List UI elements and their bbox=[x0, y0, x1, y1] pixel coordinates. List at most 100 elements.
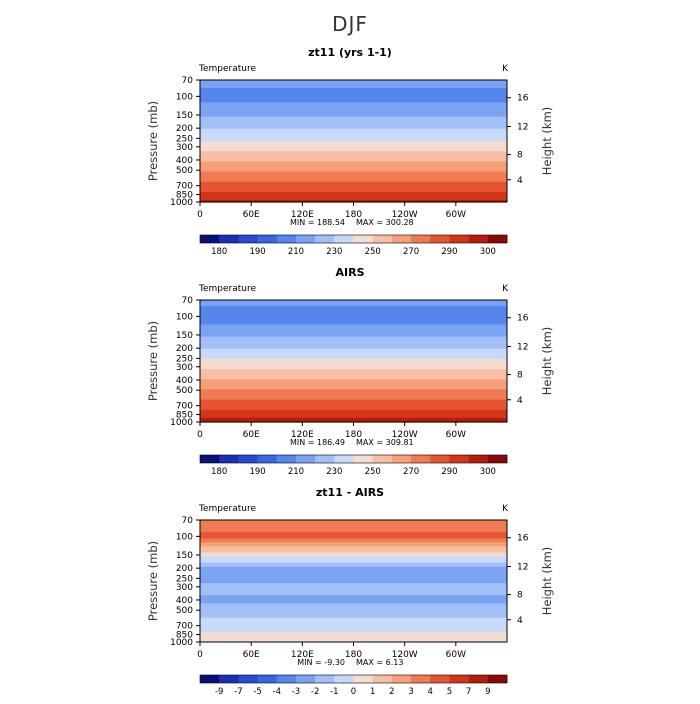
contour-band bbox=[200, 581, 507, 584]
y-tick-label: 200 bbox=[176, 124, 193, 134]
colorbar-label: 210 bbox=[288, 467, 304, 477]
height-tick-label: 8 bbox=[517, 371, 523, 381]
contour-band bbox=[200, 627, 507, 631]
contour-band bbox=[200, 383, 507, 386]
contour-field bbox=[200, 80, 507, 203]
contour-band bbox=[200, 306, 507, 309]
max-stat: MAX = 309.81 bbox=[356, 438, 414, 447]
contour-band bbox=[200, 546, 507, 550]
contour-band bbox=[200, 399, 507, 403]
contour-band bbox=[200, 322, 507, 325]
unit-label: K bbox=[502, 504, 509, 514]
contour-band bbox=[200, 173, 507, 177]
y-axis-label: Pressure (mb) bbox=[146, 541, 160, 621]
colorbar-swatch bbox=[391, 235, 412, 243]
contour-band bbox=[200, 157, 507, 160]
y-tick-label: 500 bbox=[176, 166, 193, 176]
contour-band bbox=[200, 110, 507, 114]
contour-band bbox=[200, 302, 507, 305]
colorbar-swatch bbox=[468, 455, 489, 463]
contour-band bbox=[200, 183, 507, 187]
colorbar-swatch bbox=[238, 455, 258, 463]
colorbar-swatch bbox=[276, 675, 297, 683]
contour-band bbox=[200, 548, 507, 552]
contour-band bbox=[200, 601, 507, 604]
x-tick-label: 180 bbox=[345, 430, 362, 440]
colorbar-swatch bbox=[315, 455, 335, 463]
colorbar-swatch bbox=[257, 675, 278, 683]
contour-band bbox=[200, 522, 507, 525]
contour-band bbox=[200, 371, 507, 374]
contour-band bbox=[200, 92, 507, 95]
y-axis-label: Pressure (mb) bbox=[146, 101, 160, 181]
contour-band bbox=[200, 187, 507, 191]
colorbar-swatch bbox=[353, 675, 373, 683]
contour-band bbox=[200, 118, 507, 122]
contour-band bbox=[200, 407, 507, 411]
contour-band bbox=[200, 413, 507, 417]
contour-band bbox=[200, 132, 507, 136]
colorbar-swatch bbox=[315, 235, 335, 243]
height-tick-label: 8 bbox=[517, 591, 523, 601]
y-tick-label: 70 bbox=[182, 296, 194, 306]
contour-band bbox=[200, 585, 507, 588]
contour-band bbox=[200, 94, 507, 97]
x-tick-label: 60E bbox=[243, 430, 260, 440]
contour-band bbox=[200, 568, 507, 572]
y-tick-label: 200 bbox=[176, 344, 193, 354]
min-stat: MIN = 186.49 bbox=[290, 438, 345, 447]
contour-band bbox=[200, 411, 507, 415]
contour-band bbox=[200, 591, 507, 594]
colorbar-swatch bbox=[334, 455, 354, 463]
contour-band bbox=[200, 564, 507, 568]
contour-band bbox=[200, 583, 507, 586]
contour-band bbox=[200, 572, 507, 576]
chart-title: AIRS bbox=[336, 266, 365, 279]
contour-band bbox=[200, 593, 507, 596]
contour-band bbox=[200, 566, 507, 570]
x-tick-label: 180 bbox=[345, 210, 362, 220]
contour-band bbox=[200, 356, 507, 360]
contour-band bbox=[200, 534, 507, 537]
height-tick-label: 4 bbox=[517, 176, 523, 186]
contour-band bbox=[200, 112, 507, 116]
contour-band bbox=[200, 98, 507, 101]
contour-band bbox=[200, 377, 507, 380]
x-tick-label: 120E bbox=[291, 210, 314, 220]
contour-band bbox=[200, 623, 507, 627]
colorbar-label: 250 bbox=[365, 247, 381, 257]
colorbar-label: -4 bbox=[273, 687, 281, 697]
colorbar-label: 7 bbox=[466, 687, 471, 697]
colorbar bbox=[200, 455, 508, 463]
colorbar-swatch bbox=[411, 675, 431, 683]
y-tick-label: 400 bbox=[176, 596, 193, 606]
contour-band bbox=[200, 310, 507, 313]
contour-band bbox=[200, 84, 507, 87]
colorbar-swatch bbox=[468, 675, 489, 683]
y-tick-label: 850 bbox=[176, 411, 193, 421]
contour-band bbox=[200, 300, 507, 303]
contour-band bbox=[200, 393, 507, 397]
contour-band bbox=[200, 114, 507, 118]
contour-band bbox=[200, 554, 507, 558]
colorbar-label: 270 bbox=[403, 467, 419, 477]
contour-band bbox=[200, 316, 507, 319]
y-tick-label: 100 bbox=[176, 532, 193, 542]
contour-band bbox=[200, 595, 507, 598]
contour-band bbox=[200, 197, 507, 201]
contour-band bbox=[200, 136, 507, 140]
colorbar-swatch bbox=[411, 455, 431, 463]
contour-band bbox=[200, 134, 507, 138]
colorbar-label: 5 bbox=[447, 687, 452, 697]
contour-band bbox=[200, 589, 507, 592]
colorbar-swatch bbox=[238, 675, 258, 683]
colorbar-label: -5 bbox=[253, 687, 261, 697]
contour-band bbox=[200, 171, 507, 175]
contour-band bbox=[200, 524, 507, 527]
contour-band bbox=[200, 560, 507, 564]
colorbar-swatch bbox=[449, 235, 469, 243]
height-tick-label: 4 bbox=[517, 396, 523, 406]
field-label: Temperature bbox=[198, 284, 256, 294]
x-tick-label: 0 bbox=[197, 430, 203, 440]
contour-band bbox=[200, 153, 507, 156]
